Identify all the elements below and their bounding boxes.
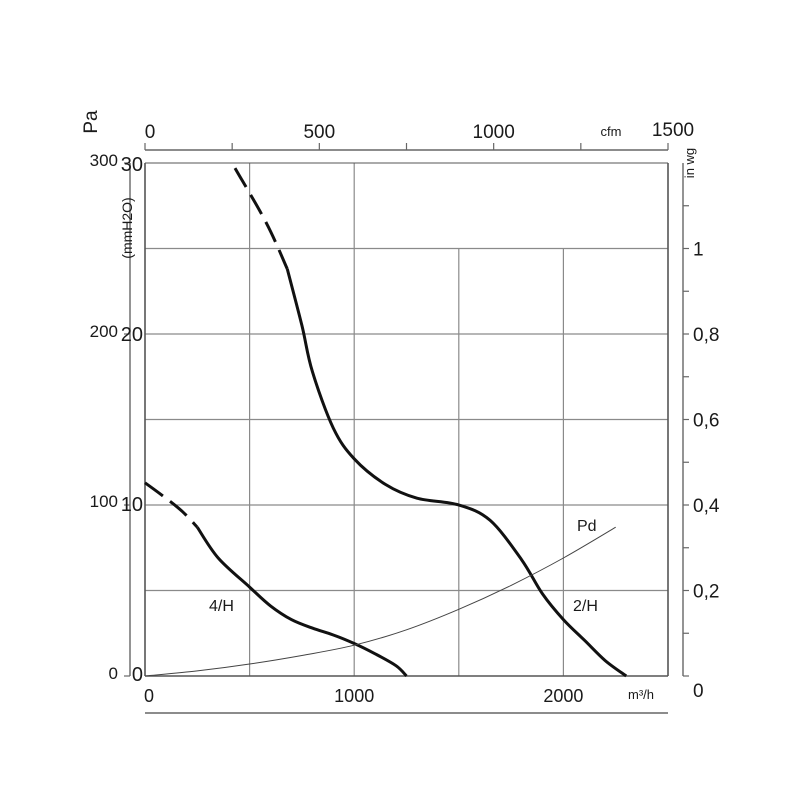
pa-unit-label: Pa <box>81 110 102 134</box>
inwg-unit-label: in wg <box>682 148 697 178</box>
mmh2o-tick-label: 20 <box>121 324 143 346</box>
mmh2o-tick-label: 10 <box>121 494 143 516</box>
curve-4-h <box>196 526 408 678</box>
inwg-tick-label: 0,4 <box>693 496 720 517</box>
curves <box>144 167 628 678</box>
pa-tick-label: 0 <box>109 664 118 683</box>
grid <box>145 163 668 676</box>
cfm-tick-label: 500 <box>303 122 335 143</box>
pa-tick-label: 200 <box>90 322 118 341</box>
m3h-tick-label: 0 <box>144 686 154 706</box>
inwg-tick-label: 0,8 <box>693 325 719 346</box>
mmh2o-tick-label: 30 <box>121 154 143 176</box>
mmh2o-tick-label: 0 <box>132 664 143 686</box>
cfm-unit-label: cfm <box>601 124 622 139</box>
curve-pd <box>144 526 616 677</box>
m3h-unit-label: m³/h <box>628 687 654 702</box>
cfm-tick-label: 1500 <box>652 120 694 141</box>
pa-tick-label: 100 <box>90 492 118 511</box>
inwg-tick-label: 0,6 <box>693 411 719 432</box>
cfm-tick-label: 0 <box>145 122 156 143</box>
inwg-tick-label: 0 <box>693 681 704 702</box>
series-label-2-h: 2/H <box>573 598 598 615</box>
series-label-pd: Pd <box>577 518 597 535</box>
m3h-tick-label: 2000 <box>543 686 583 706</box>
pa-tick-label: 300 <box>90 151 118 170</box>
series-label-4-h: 4/H <box>209 598 234 615</box>
curve-2-h <box>285 268 628 678</box>
axes <box>124 143 689 714</box>
mmh2o-unit-label: (mmH2O) <box>119 197 135 258</box>
m3h-tick-label: 1000 <box>334 686 374 706</box>
curve-4-h-dashed <box>144 481 199 529</box>
inwg-tick-label: 1 <box>693 240 704 261</box>
curve-2-h-dashed <box>233 167 289 270</box>
cfm-tick-label: 1000 <box>473 122 515 143</box>
inwg-tick-label: 0,2 <box>693 582 719 603</box>
